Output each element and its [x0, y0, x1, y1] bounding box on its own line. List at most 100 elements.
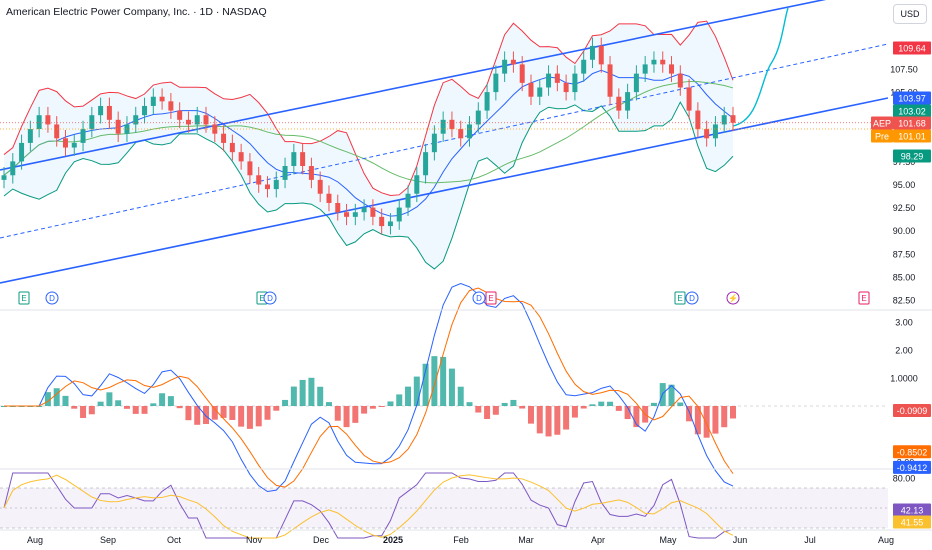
- macd-histogram-bar: [80, 406, 87, 418]
- candle-body: [19, 142, 25, 162]
- macd-histogram-bar: [141, 406, 148, 414]
- candle-body: [572, 73, 578, 93]
- candle-body: [54, 124, 60, 139]
- macd-histogram-bar: [238, 406, 245, 427]
- macd-histogram-bar: [325, 402, 332, 406]
- candle-body: [326, 193, 332, 203]
- macd-label: -0.8502: [897, 447, 928, 457]
- candle-body: [168, 101, 174, 111]
- macd-histogram-bar: [571, 406, 578, 418]
- label-pre-bg: [871, 129, 893, 143]
- macd-histogram-bar: [431, 356, 438, 406]
- macd-histogram-bar: [176, 406, 183, 409]
- channel-lower: [0, 97, 889, 284]
- label-pre-price-bg: [893, 129, 931, 143]
- macd-axis-tick: 3.00: [895, 318, 913, 328]
- macd-histogram-bar: [475, 406, 482, 413]
- macd-histogram-bar: [334, 406, 341, 421]
- candle-body: [405, 193, 411, 208]
- candle-body: [519, 64, 525, 83]
- candle-body: [36, 115, 42, 130]
- time-axis-tick: Dec: [313, 535, 330, 545]
- candle-body: [730, 115, 736, 123]
- candle-body: [651, 59, 657, 65]
- candle-body: [247, 161, 253, 176]
- macd-histogram-bar: [580, 406, 587, 409]
- macd-histogram-bar: [554, 406, 561, 435]
- candle-body: [449, 119, 455, 130]
- currency-button[interactable]: USD: [893, 4, 927, 24]
- event-marker: E: [677, 294, 682, 303]
- event-marker-bg: [685, 291, 699, 305]
- macd-histogram-bar: [527, 406, 534, 424]
- macd-histogram-bar: [563, 406, 570, 430]
- candle-body: [71, 142, 77, 148]
- macd-histogram-bar: [229, 406, 236, 421]
- macd-axis-tick: 2.00: [895, 346, 913, 356]
- label-symbol: AEP: [873, 119, 891, 129]
- candle-body: [335, 202, 341, 213]
- time-axis-tick: Mar: [518, 535, 534, 545]
- label-bb-basis-bg: [893, 91, 931, 105]
- label-bb-basis: 103.97: [898, 94, 926, 104]
- time-axis-tick: Jul: [804, 535, 816, 545]
- candle-body: [106, 105, 112, 120]
- rsi-label-bg: [893, 515, 931, 529]
- candle-body: [581, 59, 587, 74]
- candle-body: [344, 212, 350, 217]
- time-axis-tick: Jun: [733, 535, 748, 545]
- macd-histogram-bar: [246, 406, 253, 429]
- macd-histogram-bar: [282, 399, 289, 406]
- label-last-price: 101.68: [898, 119, 926, 129]
- candle-body: [704, 129, 710, 139]
- macd-histogram-bar: [668, 384, 675, 406]
- macd-histogram-bar: [53, 388, 60, 406]
- macd-histogram-bar: [62, 395, 69, 406]
- candle-body: [669, 64, 675, 74]
- candle-body: [133, 115, 139, 125]
- candle-body: [229, 142, 235, 153]
- macd-histogram-bar: [44, 392, 51, 406]
- candle-body: [440, 119, 446, 134]
- macd-histogram-bar: [106, 392, 113, 406]
- signal-line: [4, 287, 734, 488]
- candle-body: [80, 129, 86, 143]
- candle-body: [458, 129, 464, 139]
- candle-body: [177, 110, 183, 120]
- macd-histogram-bar: [703, 406, 710, 438]
- candle-body: [221, 133, 227, 143]
- macd-label-bg: [893, 460, 931, 474]
- candle-body: [115, 119, 121, 134]
- label-ma-bg: [893, 104, 931, 118]
- candle-body: [308, 166, 314, 180]
- rsi-label: 41.55: [901, 518, 924, 528]
- channel-mid: [0, 43, 889, 239]
- candle-body: [431, 133, 437, 153]
- macd-histogram-bar: [650, 402, 657, 406]
- price-axis-tick: 87.50: [893, 249, 916, 259]
- candle-body: [159, 96, 165, 102]
- event-marker: D: [49, 294, 55, 303]
- time-axis-tick: Oct: [167, 535, 182, 545]
- macd-histogram-bar: [317, 386, 324, 406]
- macd-histogram-bar: [88, 406, 95, 415]
- macd-histogram-bar: [343, 406, 350, 428]
- macd-histogram-bar: [440, 356, 447, 406]
- macd-histogram-bar: [150, 403, 157, 406]
- macd-axis-tick: 1.0000: [890, 374, 918, 384]
- candle-body: [589, 45, 595, 60]
- candle-body: [721, 115, 727, 125]
- macd-histogram-bar: [492, 406, 499, 415]
- candle-body: [89, 115, 95, 130]
- macd-histogram-bar: [677, 402, 684, 406]
- macd-histogram-bar: [211, 406, 218, 420]
- event-marker-bg: [18, 291, 30, 305]
- candle-body: [502, 59, 508, 74]
- rsi-line: [3, 472, 734, 539]
- candle-body: [625, 92, 631, 111]
- candle-body: [493, 73, 499, 93]
- macd-histogram-bar: [185, 406, 192, 421]
- macd-histogram-bar: [203, 406, 210, 424]
- candle-body: [212, 124, 218, 134]
